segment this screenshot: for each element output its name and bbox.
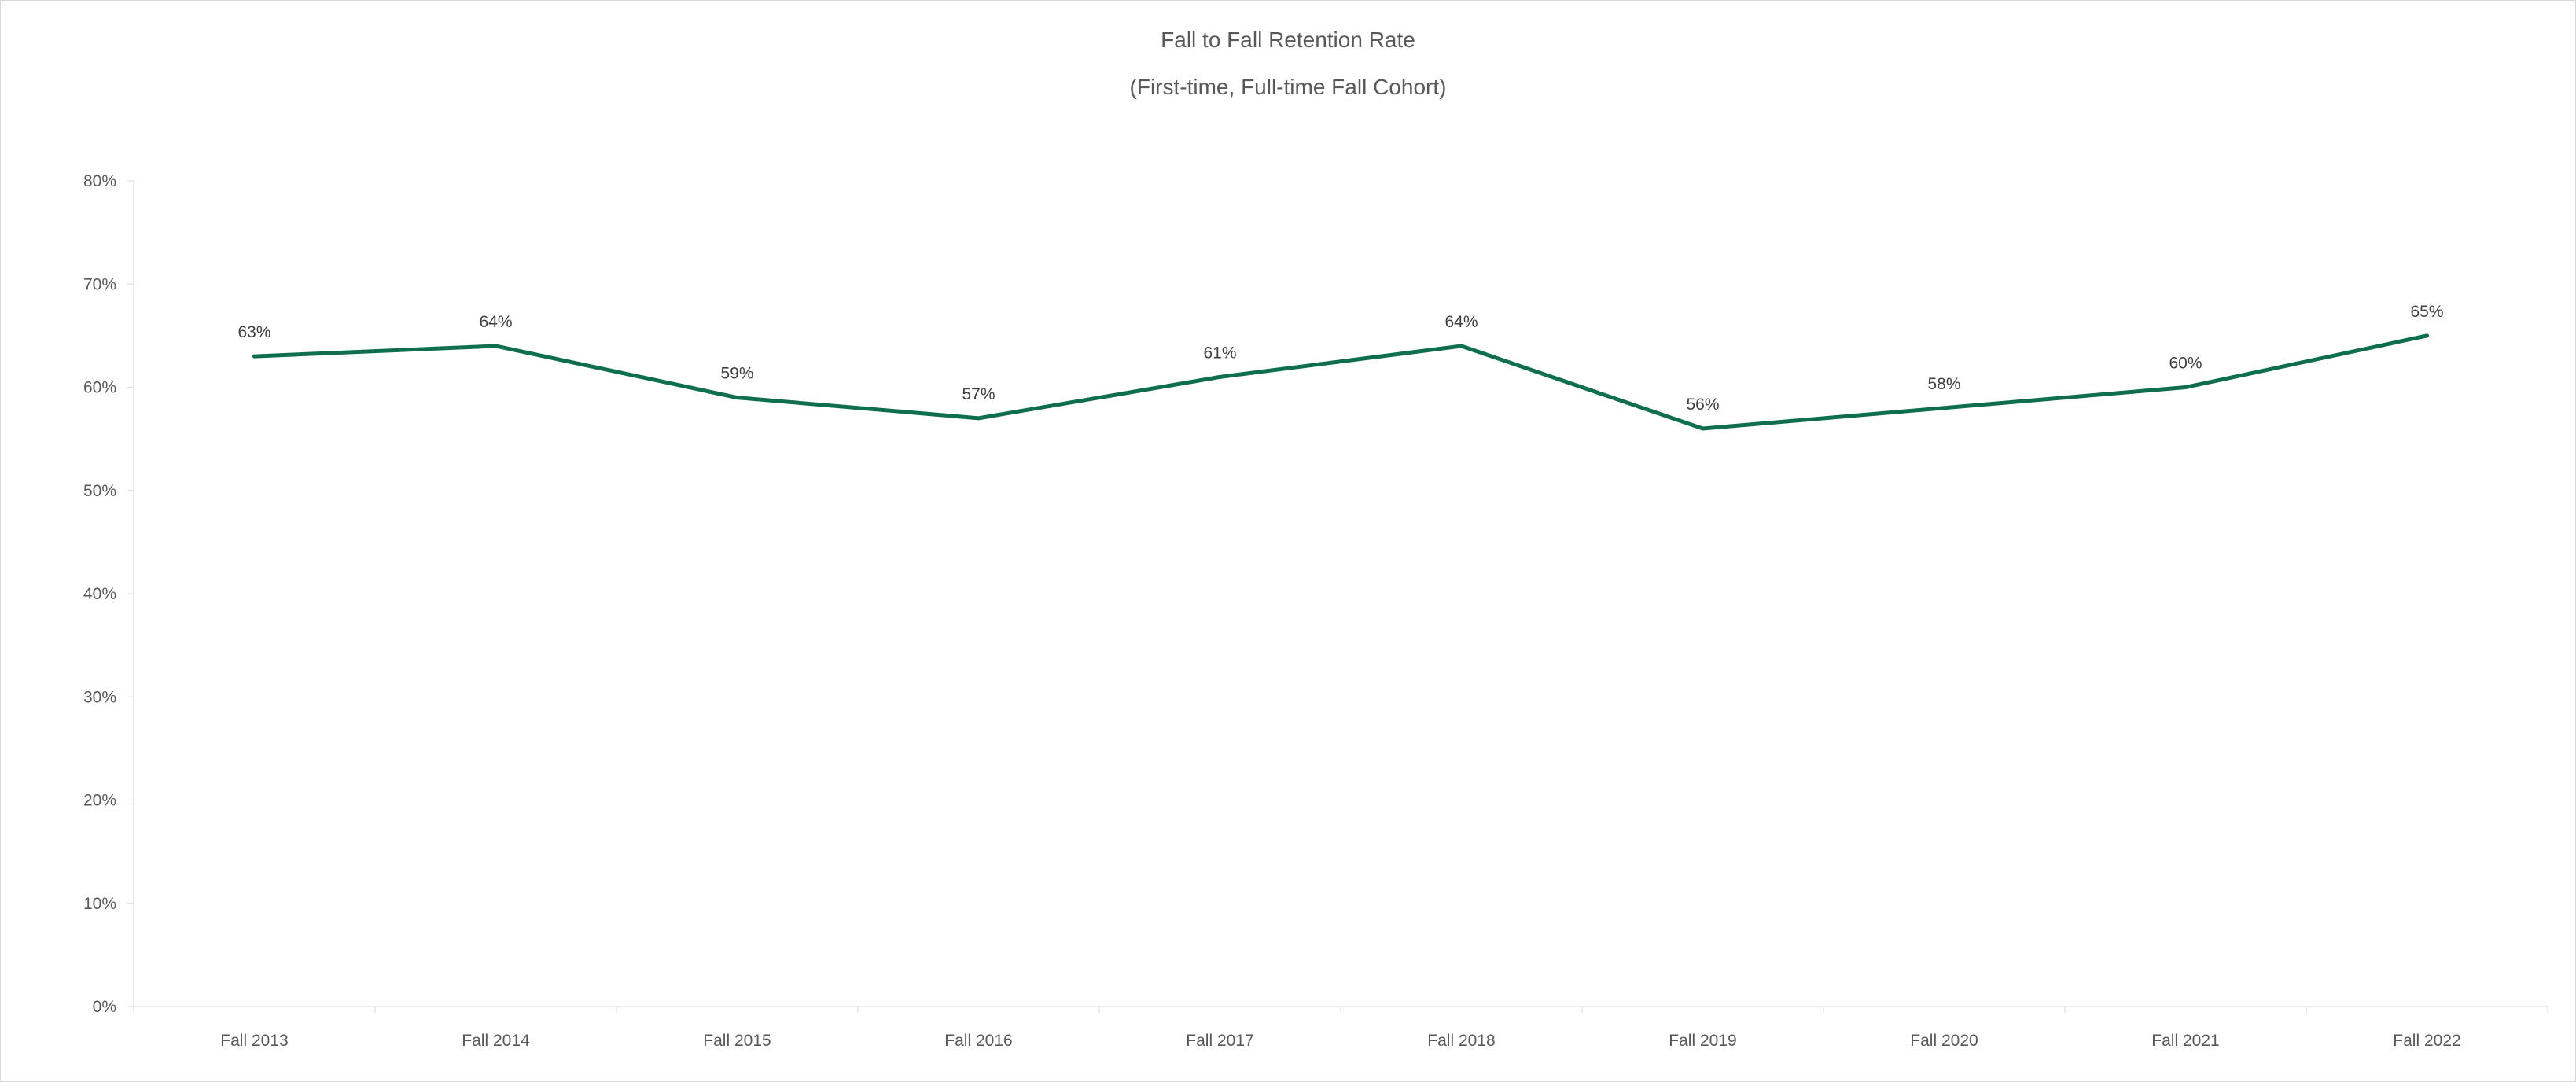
x-category-label: Fall 2015 bbox=[703, 1032, 771, 1050]
x-category-label: Fall 2016 bbox=[944, 1032, 1012, 1050]
data-label: 58% bbox=[1927, 375, 1960, 393]
y-tick-label: 40% bbox=[83, 585, 116, 603]
data-label: 56% bbox=[1686, 396, 1719, 414]
y-tick-label: 10% bbox=[83, 895, 116, 913]
x-category-label: Fall 2020 bbox=[1910, 1032, 1978, 1050]
x-category-label: Fall 2021 bbox=[2151, 1032, 2219, 1050]
data-label: 65% bbox=[2410, 303, 2443, 321]
retention-line-chart: Fall to Fall Retention Rate (First-time, … bbox=[0, 0, 2576, 1082]
data-label: 60% bbox=[2169, 355, 2202, 373]
y-tick-label: 0% bbox=[93, 998, 116, 1016]
y-tick-label: 30% bbox=[83, 688, 116, 706]
chart-svg: Fall to Fall Retention Rate (First-time, … bbox=[0, 0, 2576, 1082]
x-category-label: Fall 2018 bbox=[1427, 1032, 1495, 1050]
y-tick-label: 80% bbox=[83, 172, 116, 190]
chart-title-line2: (First-time, Full-time Fall Cohort) bbox=[1130, 75, 1447, 99]
x-category-label: Fall 2017 bbox=[1186, 1032, 1253, 1050]
data-label: 63% bbox=[237, 323, 270, 341]
x-category-label: Fall 2019 bbox=[1669, 1032, 1736, 1050]
y-tick-label: 60% bbox=[83, 379, 116, 397]
y-tick-label: 70% bbox=[83, 275, 116, 293]
data-label: 57% bbox=[962, 385, 995, 403]
y-tick-label: 20% bbox=[83, 792, 116, 810]
x-category-label: Fall 2014 bbox=[462, 1032, 530, 1050]
chart-border bbox=[1, 1, 2576, 1082]
y-tick-label: 50% bbox=[83, 482, 116, 500]
data-label: 61% bbox=[1203, 344, 1236, 362]
x-category-label: Fall 2022 bbox=[2393, 1032, 2460, 1050]
data-label: 59% bbox=[720, 365, 753, 383]
data-label: 64% bbox=[479, 313, 512, 331]
x-category-label: Fall 2013 bbox=[220, 1032, 288, 1050]
chart-title-line1: Fall to Fall Retention Rate bbox=[1161, 28, 1415, 52]
data-label: 64% bbox=[1444, 313, 1478, 331]
